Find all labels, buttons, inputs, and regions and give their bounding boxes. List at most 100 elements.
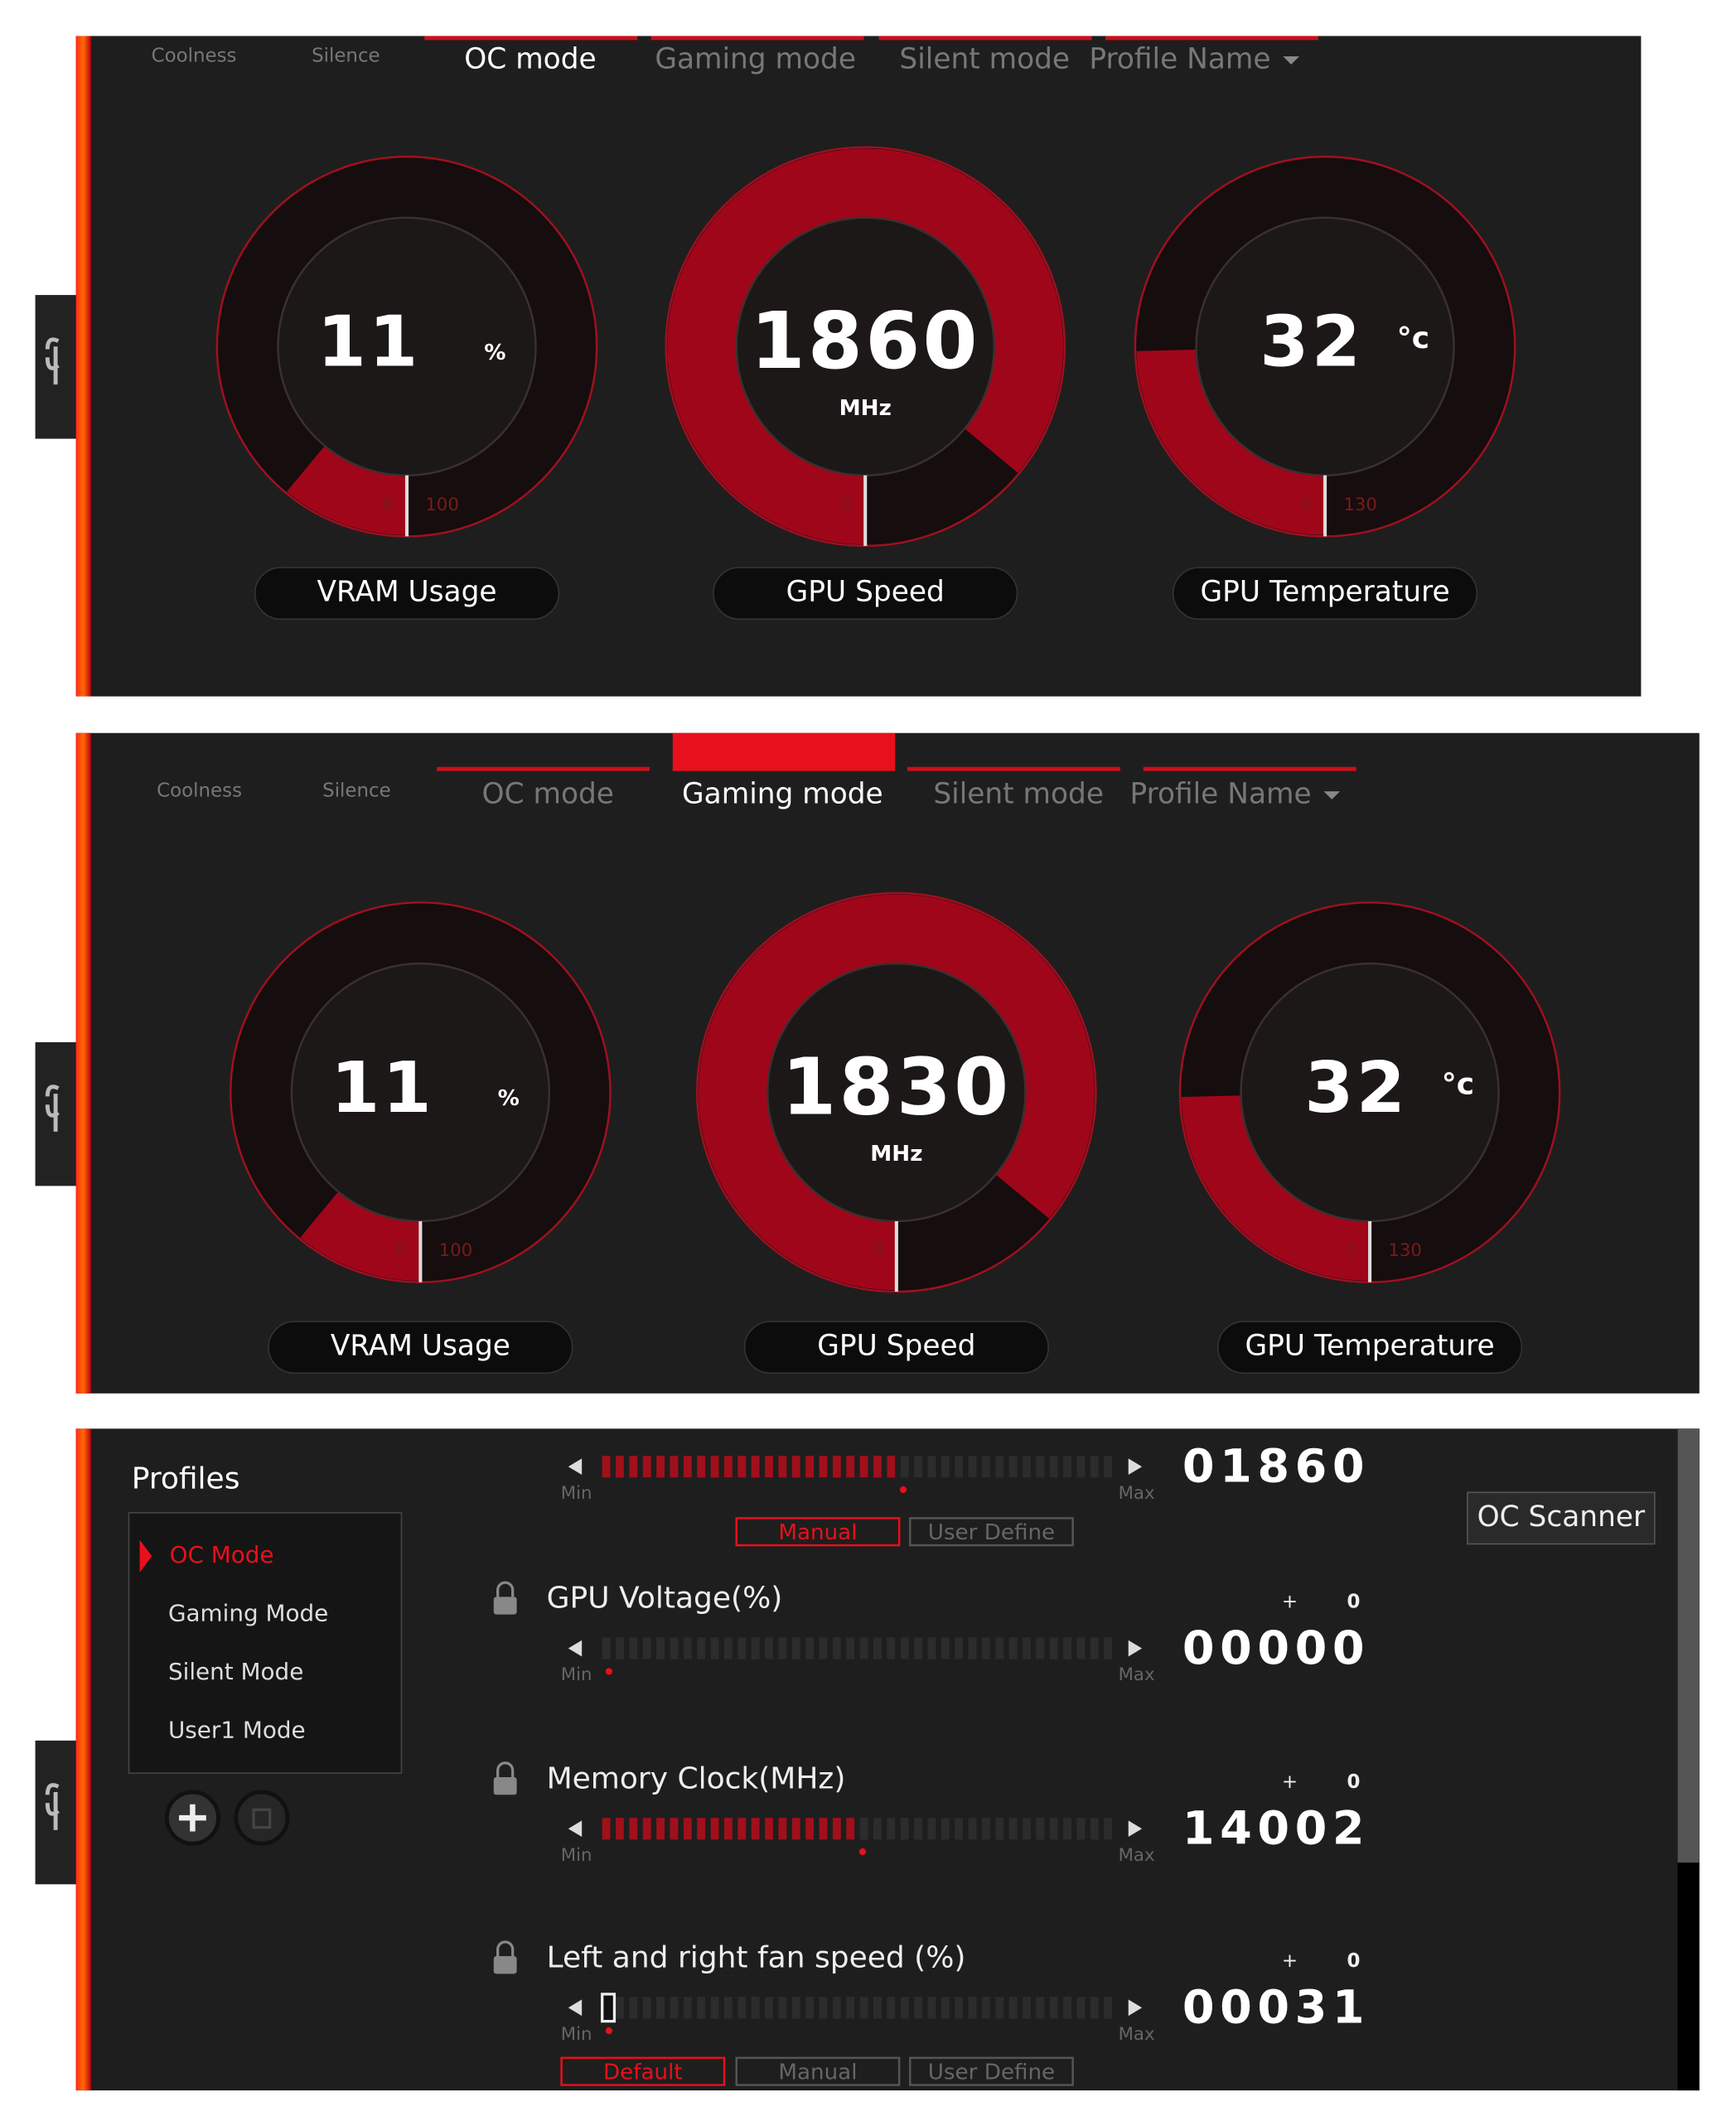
tab[interactable]: Gaming mode: [655, 42, 856, 75]
accent-strip: [75, 36, 91, 697]
oc-scanner-button[interactable]: [1467, 1491, 1656, 1545]
gauge-label: VRAM Usage: [317, 576, 496, 609]
slider-segment: [914, 1456, 922, 1478]
slider-segment: [819, 1997, 828, 2019]
slider-segment: [995, 1818, 1004, 1840]
slider-segment: [914, 1997, 922, 2019]
tab[interactable]: OC mode: [464, 42, 596, 75]
mode-button[interactable]: [735, 1517, 901, 1547]
slider-segment: [751, 1997, 760, 2019]
slider-segment: [602, 1637, 611, 1660]
slider-segment: [602, 1818, 611, 1840]
tab[interactable]: Profile Name: [1089, 42, 1270, 75]
gauge-label: GPU Speed: [817, 1330, 975, 1363]
slider-segment: [832, 1637, 841, 1660]
arrow-left[interactable]: [568, 1640, 583, 1657]
link-icon: [45, 1085, 60, 1132]
link-icon: [45, 1783, 60, 1830]
slider-segment: [1063, 1997, 1072, 2019]
gauge-unit: %: [484, 341, 505, 365]
arrow-left[interactable]: [568, 1820, 583, 1838]
offset-sign: +: [1282, 1591, 1298, 1612]
arrow-right[interactable]: [1128, 1999, 1143, 2017]
gauge-min: 0: [1345, 1240, 1356, 1261]
mode-label[interactable]: Coolness: [157, 780, 242, 802]
slider-segment: [751, 1637, 760, 1660]
slider-segment: [683, 1456, 692, 1478]
slider-segment: [629, 1637, 638, 1660]
delete-profile[interactable]: [234, 1790, 290, 1846]
arrow-left[interactable]: [568, 1999, 583, 2017]
slider-segment: [1090, 1637, 1099, 1660]
mode-label[interactable]: Silence: [312, 46, 380, 67]
plus-icon: [179, 1804, 206, 1832]
mode-button[interactable]: [560, 2056, 726, 2086]
mode-button-label[interactable]: User Define: [928, 1520, 1055, 1545]
profile-item[interactable]: Gaming Mode: [168, 1600, 328, 1627]
tab-active-bg: [672, 732, 896, 771]
mode-label[interactable]: Silence: [322, 780, 391, 802]
slider-segment: [791, 1997, 800, 2019]
tab[interactable]: Gaming mode: [682, 778, 883, 811]
mode-button[interactable]: [735, 2056, 901, 2086]
tab[interactable]: Profile Name: [1129, 778, 1311, 811]
slider-segment: [981, 1818, 990, 1840]
lock-shackle: [496, 1761, 515, 1778]
slider-segment: [1076, 1818, 1086, 1840]
tab[interactable]: Silent mode: [933, 778, 1104, 811]
slider-segment: [642, 1818, 651, 1840]
slider-segment: [873, 1637, 882, 1660]
accent-strip: [75, 732, 91, 1394]
slider-value: 01860: [1182, 1440, 1370, 1494]
arrow-right[interactable]: [1128, 1640, 1143, 1657]
arrow-right[interactable]: [1128, 1458, 1143, 1476]
mode-button-label[interactable]: Default: [603, 2060, 683, 2085]
gauge-arc: [300, 1191, 421, 1281]
slider-segment: [819, 1637, 828, 1660]
slider-segment: [1090, 1456, 1099, 1478]
slider-value: 00000: [1182, 1621, 1370, 1675]
mode-button-label[interactable]: Manual: [778, 1520, 857, 1545]
profiles-title: Profiles: [132, 1462, 240, 1496]
slider-segment: [710, 1637, 719, 1660]
oc-scanner-label[interactable]: OC Scanner: [1477, 1500, 1646, 1534]
gauge-arc: [1136, 350, 1326, 535]
slider-segment: [995, 1997, 1004, 2019]
slider-segment: [832, 1997, 841, 2019]
slider-segment: [778, 1818, 787, 1840]
scrollbar-thumb[interactable]: [1677, 1428, 1700, 1863]
gauge-arc: [286, 446, 408, 535]
mode-button-label[interactable]: Manual: [778, 2060, 857, 2085]
slider-segment: [1090, 1818, 1099, 1840]
mode-button[interactable]: [909, 2056, 1074, 2086]
profile-item[interactable]: Silent Mode: [168, 1658, 303, 1685]
slider-segment: [697, 1997, 706, 2019]
lock-icon: [493, 1597, 517, 1615]
slider-thumb[interactable]: [601, 1993, 617, 2023]
profile-item[interactable]: User1 Mode: [168, 1716, 306, 1743]
max-label: Max: [1119, 1483, 1155, 1504]
arrow-right[interactable]: [1128, 1820, 1143, 1838]
arrow-left[interactable]: [568, 1458, 583, 1476]
slider-segment: [670, 1997, 679, 2019]
slider-segment: [737, 1997, 747, 2019]
profile-item[interactable]: OC Mode: [170, 1541, 274, 1568]
slider-segment: [1023, 1637, 1031, 1660]
slider-segment: [995, 1456, 1004, 1478]
slider-segment: [1036, 1637, 1045, 1660]
gauge-arc: [667, 148, 1064, 545]
gauge-label-pill: [1216, 1321, 1523, 1375]
mode-button-label[interactable]: User Define: [928, 2060, 1055, 2085]
gauge-unit: %: [498, 1086, 520, 1111]
slider-segment: [941, 1997, 950, 2019]
mode-button[interactable]: [909, 1517, 1074, 1547]
slider-segment: [656, 1818, 665, 1840]
slider-segment: [955, 1637, 964, 1660]
slider-segment: [765, 1997, 773, 2019]
tab[interactable]: Silent mode: [899, 42, 1070, 75]
tab[interactable]: OC mode: [482, 778, 614, 811]
slider-segment: [765, 1456, 773, 1478]
slider-segment: [805, 1637, 815, 1660]
mode-label[interactable]: Coolness: [152, 46, 237, 67]
slider-segment: [981, 1997, 990, 2019]
